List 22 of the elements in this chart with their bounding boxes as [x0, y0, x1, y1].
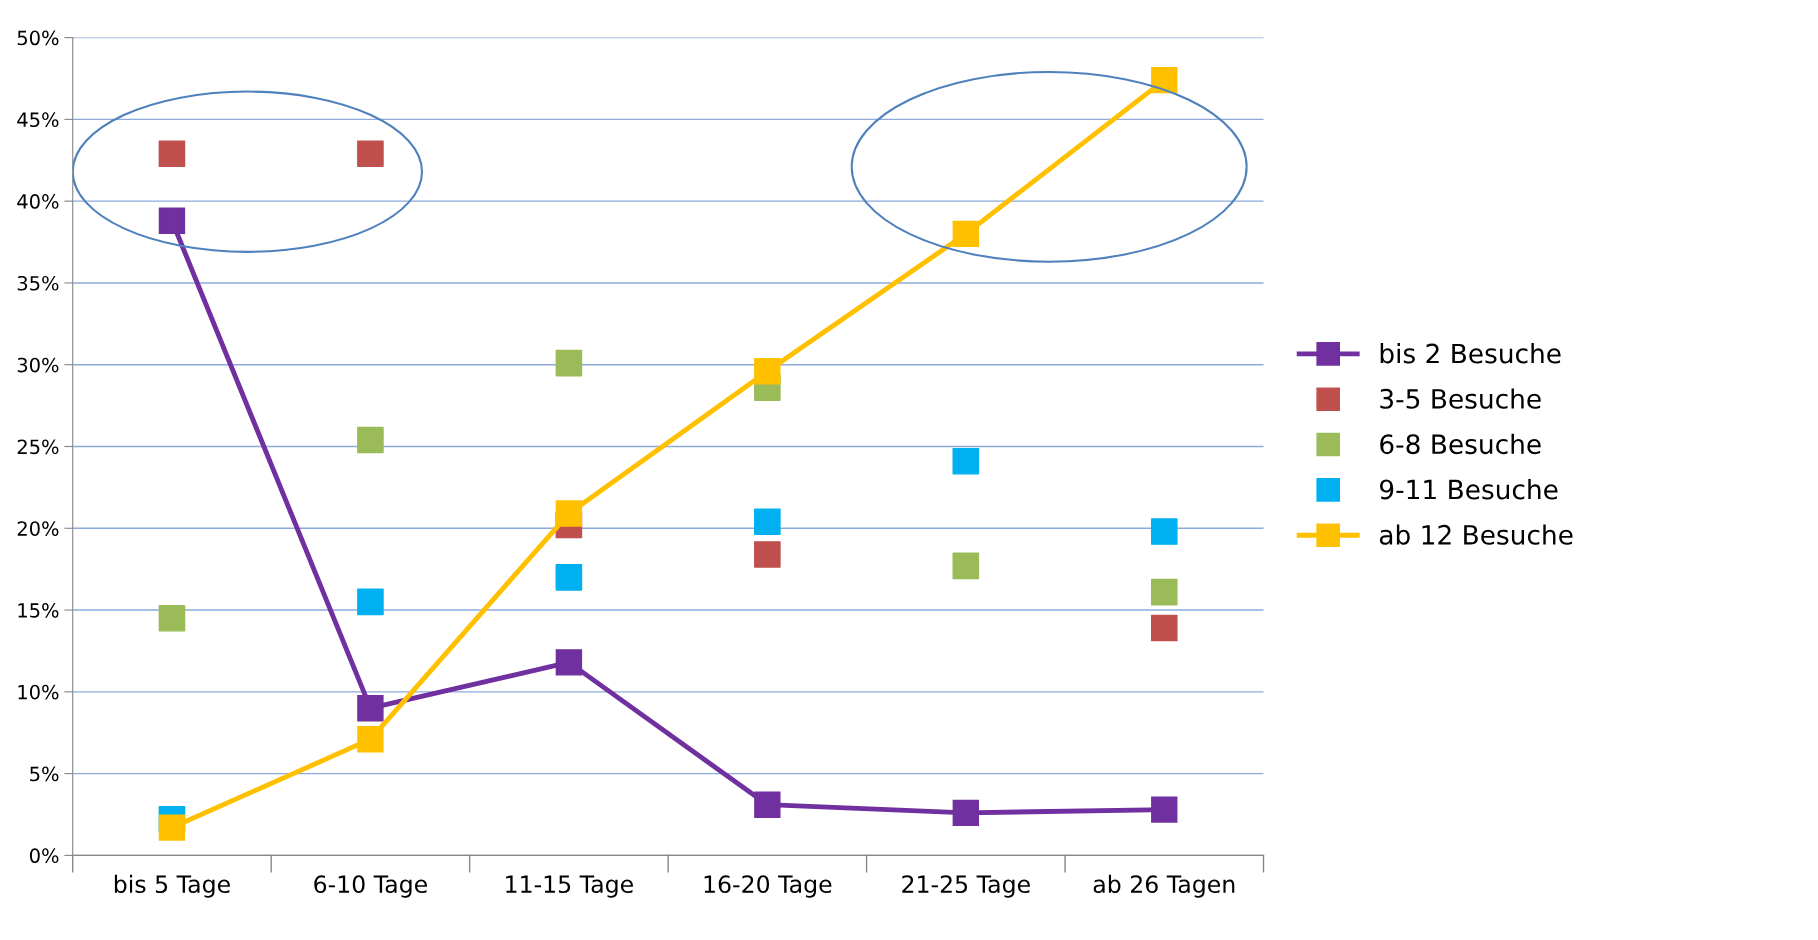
- x-tick-label: ab 26 Tagen: [1093, 874, 1235, 898]
- y-tick-label: 35%: [17, 275, 59, 291]
- y-tick-label: 40%: [17, 194, 59, 209]
- x-tick-label: 21-25 Tage: [902, 875, 1030, 898]
- legend-label: bis 2 Besuche: [1380, 343, 1561, 364]
- legend-label: 9-11 Besuche: [1380, 479, 1558, 500]
- y-tick-label: 20%: [17, 521, 59, 536]
- y-tick-label: 45%: [17, 112, 59, 128]
- x-tick-label: 11-15 Tage: [506, 875, 633, 898]
- legend-label: 3-5 Besuche: [1380, 388, 1541, 409]
- x-tick-label: 6-10 Tage: [314, 875, 427, 898]
- legend-label: ab 12 Besuche: [1379, 524, 1573, 545]
- y-tick-label: 50%: [17, 30, 59, 46]
- legend-label: 6-8 Besuche: [1380, 433, 1541, 455]
- x-tick-label: 16-20 Tage: [704, 875, 832, 898]
- x-tick-label: bis 5 Tage: [114, 874, 230, 898]
- y-tick-label: 0%: [29, 848, 59, 864]
- y-tick-label: 15%: [18, 603, 59, 618]
- y-tick-label: 5%: [30, 766, 59, 782]
- y-tick-label: 30%: [17, 357, 59, 373]
- y-tick-label: 10%: [18, 684, 59, 700]
- y-tick-label: 25%: [17, 439, 59, 455]
